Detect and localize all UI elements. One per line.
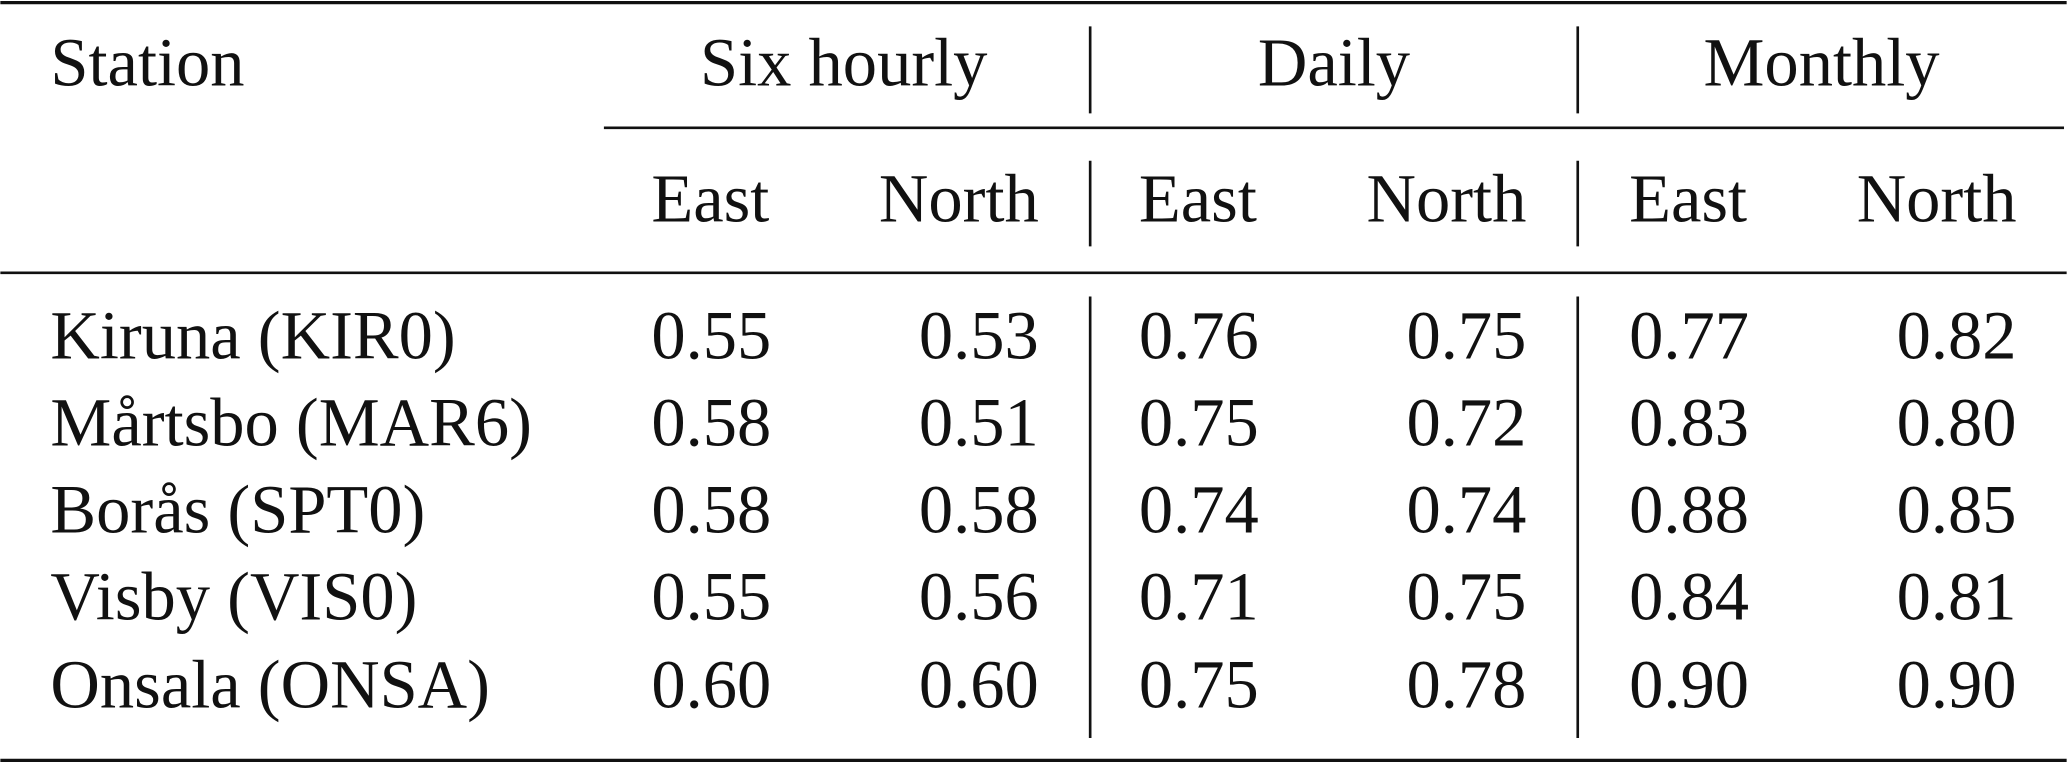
station-name: Visby (VIS0) <box>50 558 417 634</box>
subheader: North <box>1366 160 1526 236</box>
cell-value: 0.58 <box>651 471 771 547</box>
cell-value: 0.75 <box>1139 647 1259 723</box>
cell-value: 0.53 <box>919 297 1039 373</box>
cell-value: 0.88 <box>1629 471 1749 547</box>
cell-value: 0.55 <box>651 558 771 634</box>
cell-value: 0.78 <box>1406 647 1526 723</box>
group-header: Monthly <box>1704 25 1940 101</box>
group-header: Daily <box>1258 25 1410 101</box>
cell-value: 0.74 <box>1406 471 1526 547</box>
station-name: Kiruna (KIR0) <box>50 297 455 373</box>
subheader: North <box>879 160 1039 236</box>
station-name: Borås (SPT0) <box>50 471 425 547</box>
subheader: East <box>1629 160 1747 236</box>
cell-value: 0.90 <box>1629 647 1749 723</box>
cell-value: 0.90 <box>1897 647 2017 723</box>
cell-value: 0.81 <box>1897 558 2017 634</box>
cell-value: 0.76 <box>1139 297 1259 373</box>
column-separators <box>1088 26 1580 738</box>
cell-value: 0.77 <box>1629 297 1749 373</box>
cell-value: 0.75 <box>1406 297 1526 373</box>
cell-value: 0.75 <box>1139 384 1259 460</box>
cell-value: 0.75 <box>1406 558 1526 634</box>
station-header: Station <box>50 25 244 101</box>
cell-value: 0.84 <box>1629 558 1749 634</box>
subheader: East <box>651 160 769 236</box>
station-name: Onsala (ONSA) <box>50 647 490 723</box>
cell-value: 0.80 <box>1897 384 2017 460</box>
group-header: Six hourly <box>700 25 987 101</box>
cell-value: 0.55 <box>651 297 771 373</box>
cell-value: 0.71 <box>1139 558 1259 634</box>
cell-value: 0.58 <box>651 384 771 460</box>
cell-value: 0.72 <box>1406 384 1526 460</box>
cell-value: 0.74 <box>1139 471 1259 547</box>
cell-value: 0.60 <box>651 647 771 723</box>
cell-value: 0.85 <box>1897 471 2017 547</box>
subheader: North <box>1857 160 2017 236</box>
cell-value: 0.56 <box>919 558 1039 634</box>
cell-value: 0.60 <box>919 647 1039 723</box>
cell-value: 0.82 <box>1897 297 2017 373</box>
cell-value: 0.58 <box>919 471 1039 547</box>
cell-value: 0.51 <box>919 384 1039 460</box>
subheader: East <box>1139 160 1257 236</box>
station-name: Mårtsbo (MAR6) <box>50 384 531 460</box>
cell-value: 0.83 <box>1629 384 1749 460</box>
